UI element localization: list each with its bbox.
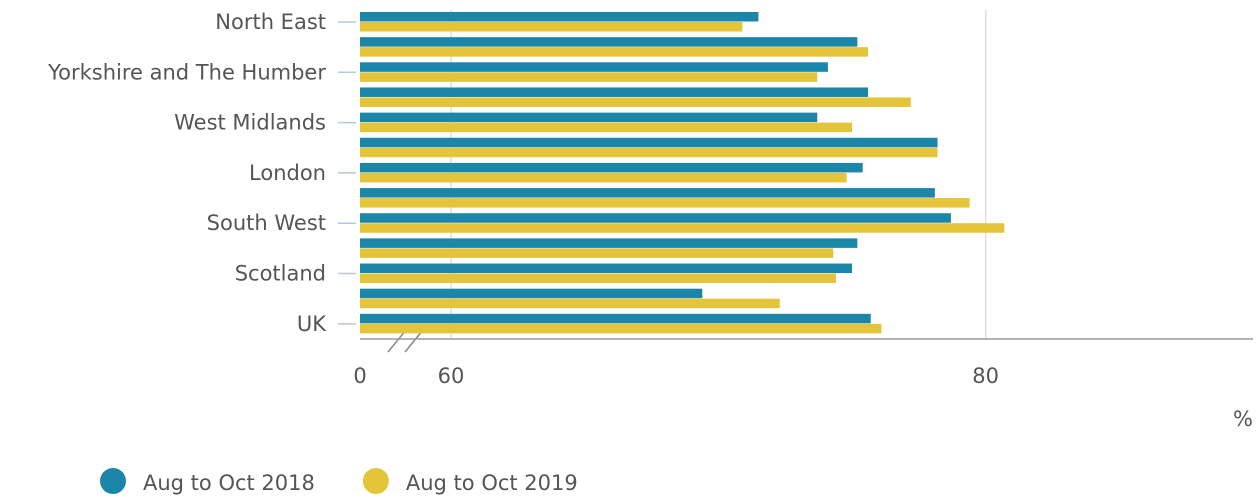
bar bbox=[360, 248, 834, 258]
y-tick-label: North East bbox=[215, 10, 326, 34]
legend-label: Aug to Oct 2018 bbox=[143, 471, 315, 495]
bar bbox=[360, 122, 852, 133]
bar bbox=[360, 62, 828, 72]
x-tick-label: 60 bbox=[438, 364, 465, 388]
legend-swatch bbox=[100, 468, 126, 494]
bar bbox=[360, 298, 780, 309]
bar bbox=[360, 47, 869, 57]
bar bbox=[360, 288, 703, 299]
bar bbox=[360, 37, 858, 47]
bar bbox=[360, 188, 935, 198]
bar bbox=[360, 238, 858, 248]
bar bbox=[360, 12, 759, 22]
bar bbox=[360, 213, 951, 223]
bar bbox=[360, 162, 863, 173]
bar bbox=[360, 263, 852, 274]
bar bbox=[360, 313, 871, 324]
y-tick-label: West Midlands bbox=[174, 111, 326, 135]
x-axis-label: % bbox=[1233, 407, 1253, 431]
y-tick-label: Scotland bbox=[235, 262, 326, 286]
y-tick-label: UK bbox=[297, 312, 327, 336]
axis-break bbox=[404, 329, 424, 353]
y-tick-label: London bbox=[249, 161, 326, 185]
legend-swatch bbox=[362, 468, 389, 494]
bar bbox=[360, 87, 869, 97]
axis-break bbox=[387, 329, 407, 353]
y-tick-label: South West bbox=[207, 211, 326, 235]
bar bbox=[360, 172, 847, 183]
legend-label: Aug to Oct 2019 bbox=[406, 471, 578, 495]
x-tick-label: 0 bbox=[353, 364, 366, 388]
bar bbox=[360, 223, 1005, 233]
x-tick-label: 80 bbox=[972, 364, 999, 388]
bar bbox=[360, 147, 938, 158]
bar bbox=[360, 137, 938, 148]
y-tick-label: Yorkshire and The Humber bbox=[47, 60, 326, 84]
bar bbox=[360, 97, 911, 107]
bar bbox=[360, 72, 818, 82]
bar bbox=[360, 273, 836, 284]
bar bbox=[360, 198, 970, 208]
bar bbox=[360, 22, 743, 32]
bar bbox=[360, 323, 882, 334]
bar bbox=[360, 112, 818, 123]
